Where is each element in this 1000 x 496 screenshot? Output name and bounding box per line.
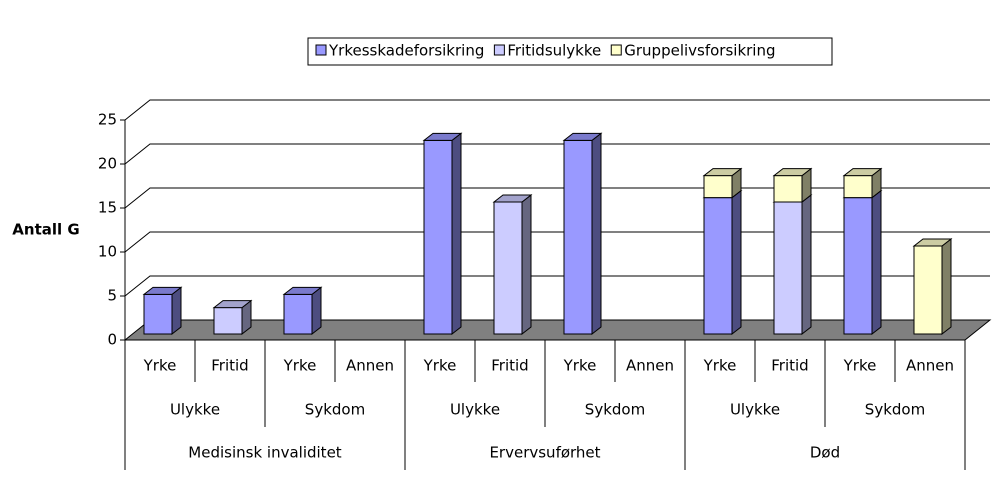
y-tick-label: 20 xyxy=(98,155,117,173)
bar-side xyxy=(871,189,882,336)
group-label: Død xyxy=(810,444,840,462)
subgroup-label: Sykdom xyxy=(865,401,925,419)
bar-front xyxy=(773,201,803,335)
y-axis-label: Antall G xyxy=(12,221,79,239)
x-tick-label: Yrke xyxy=(143,357,177,375)
x-tick-label: Yrke xyxy=(703,357,737,375)
x-tick-label: Yrke xyxy=(423,357,457,375)
x-tick-label: Yrke xyxy=(283,357,317,375)
y-tick-label: 15 xyxy=(98,199,117,217)
bar-top xyxy=(422,132,463,141)
bar-top xyxy=(842,168,883,177)
bar-top xyxy=(772,168,813,177)
bar-front xyxy=(143,293,173,335)
legend-label: Gruppelivsforsikring xyxy=(624,42,775,60)
y-tick-label: 10 xyxy=(98,243,117,261)
bar-top xyxy=(912,238,953,247)
y-tick-label: 0 xyxy=(107,331,117,349)
bar-front xyxy=(703,175,733,199)
bar-front xyxy=(773,175,803,203)
bar-side xyxy=(801,193,812,336)
grid-line xyxy=(124,143,990,165)
bar-side xyxy=(941,237,952,336)
subgroup-label: Sykdom xyxy=(585,401,645,419)
y-tick-label: 25 xyxy=(98,111,117,129)
y-tick-label: 5 xyxy=(107,287,117,305)
bar-front xyxy=(703,197,733,335)
bar-side xyxy=(731,189,742,336)
bar-front xyxy=(563,139,593,335)
bar-side xyxy=(451,132,462,336)
bar-top xyxy=(492,194,533,203)
bar-front xyxy=(283,293,313,335)
bar-front xyxy=(843,175,873,199)
x-tick-label: Fritid xyxy=(771,357,808,375)
grid-line xyxy=(124,99,990,121)
bar-top xyxy=(142,286,183,295)
bar-front xyxy=(213,307,243,335)
subgroup-label: Ulykke xyxy=(450,401,500,419)
x-tick-label: Annen xyxy=(626,357,674,375)
bar-side xyxy=(311,286,322,336)
group-label: Ervervsuførhet xyxy=(489,444,600,462)
bar-front xyxy=(843,197,873,335)
legend-label: Yrkesskadeforsikring xyxy=(328,42,484,60)
bar-top xyxy=(702,168,743,177)
bar-top xyxy=(562,132,603,141)
legend-swatch xyxy=(315,44,327,56)
bar-top xyxy=(282,286,323,295)
bar-front xyxy=(493,201,523,335)
group-label: Medisinsk invaliditet xyxy=(188,444,341,462)
bar-front xyxy=(423,139,453,335)
subgroup-label: Ulykke xyxy=(170,401,220,419)
x-tick-label: Fritid xyxy=(491,357,528,375)
x-tick-label: Yrke xyxy=(563,357,597,375)
bar-side xyxy=(171,286,182,336)
legend-swatch xyxy=(610,44,622,56)
legend-label: Fritidsulykke xyxy=(507,42,601,60)
x-tick-label: Annen xyxy=(346,357,394,375)
x-tick-label: Fritid xyxy=(211,357,248,375)
bar-front xyxy=(913,245,943,335)
legend-swatch xyxy=(493,44,505,56)
back-wall xyxy=(125,100,150,340)
x-tick-label: Yrke xyxy=(843,357,877,375)
subgroup-label: Ulykke xyxy=(730,401,780,419)
legend-box xyxy=(307,37,833,66)
bar-side xyxy=(591,132,602,336)
bar-top xyxy=(212,300,253,309)
subgroup-label: Sykdom xyxy=(305,401,365,419)
bar-side xyxy=(521,193,532,336)
x-tick-label: Annen xyxy=(906,357,954,375)
